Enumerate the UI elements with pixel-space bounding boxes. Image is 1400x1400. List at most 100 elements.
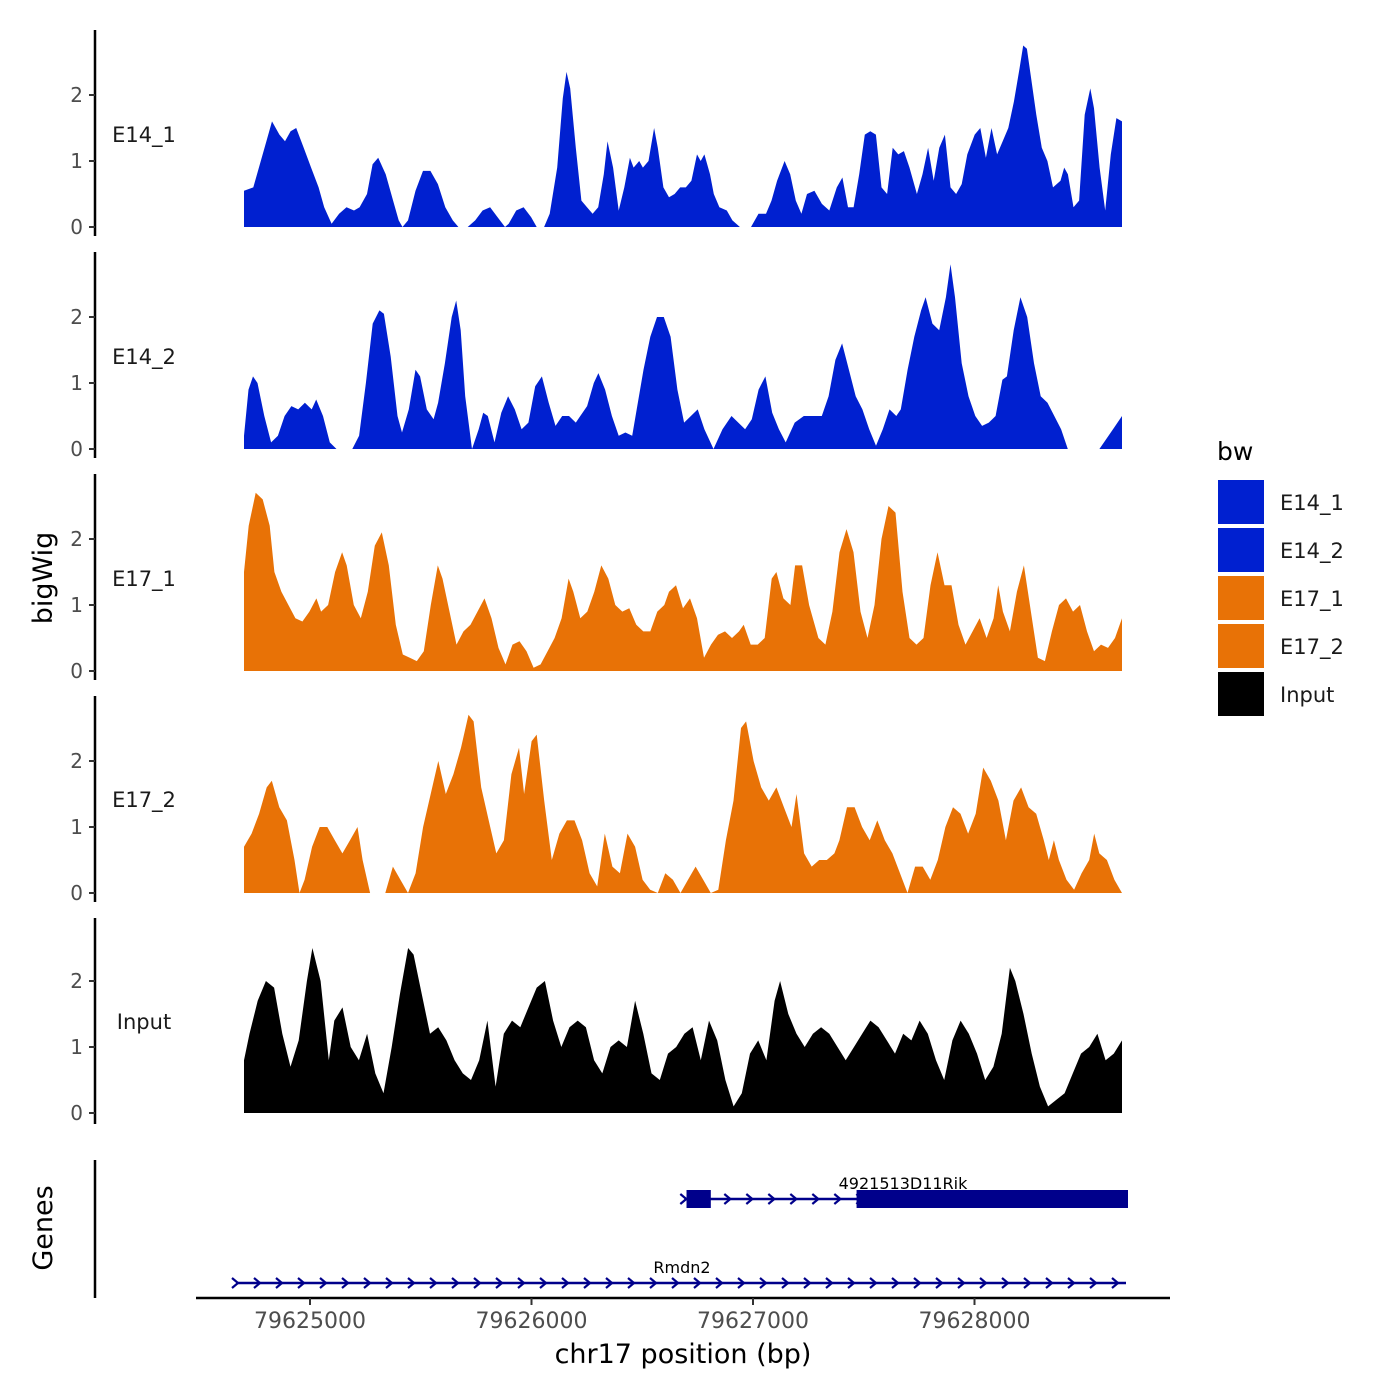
- legend-swatch-E14_2: [1218, 528, 1264, 572]
- strand-arrow: [253, 1277, 262, 1289]
- gene-exon: [856, 1190, 1128, 1208]
- legend-swatch-E17_2: [1218, 624, 1264, 668]
- strand-arrow: [275, 1277, 284, 1289]
- strand-arrow: [891, 1277, 900, 1289]
- strand-arrow: [913, 1277, 922, 1289]
- strand-arrow: [495, 1277, 504, 1289]
- strand-arrow: [979, 1277, 988, 1289]
- y-tick-label: 1: [70, 815, 83, 839]
- y-tick-label: 0: [70, 659, 83, 683]
- strand-arrow: [693, 1277, 702, 1289]
- strand-arrow: [583, 1277, 592, 1289]
- strand-arrow: [407, 1277, 416, 1289]
- strand-arrow: [825, 1277, 834, 1289]
- track-E14_1: 0 1 2 E14_1: [70, 30, 1122, 239]
- strand-arrow: [745, 1193, 755, 1205]
- strand-arrow: [1023, 1277, 1032, 1289]
- track-area-E17_2: [244, 714, 1122, 893]
- y-tick-label: 0: [70, 215, 83, 239]
- strand-arrow: [811, 1193, 821, 1205]
- genes-panel-title: Genes: [28, 1185, 59, 1270]
- strand-arrow: [833, 1193, 843, 1205]
- strand-arrow: [1089, 1277, 1098, 1289]
- genes-panel: 4921513D11Rik Rmdn2: [93, 1160, 1129, 1298]
- strand-arrow: [671, 1277, 680, 1289]
- track-area-Input: [244, 948, 1122, 1113]
- gene-4921513D11Rik: 4921513D11Rik: [679, 1174, 1129, 1208]
- strand-arrow: [723, 1193, 733, 1205]
- strand-arrow: [649, 1277, 658, 1289]
- y-tick-label: 0: [70, 437, 83, 461]
- track-label-E17_1: E17_1: [112, 567, 176, 592]
- legend-label-Input: Input: [1280, 683, 1334, 707]
- strand-arrow: [341, 1277, 350, 1289]
- legend-swatch-E14_1: [1218, 480, 1264, 524]
- strand-arrow: [715, 1277, 724, 1289]
- strand-arrow: [789, 1193, 799, 1205]
- track-Input: 0 1 2 Input: [70, 918, 1122, 1125]
- strand-arrow: [473, 1277, 482, 1289]
- track-label-E14_2: E14_2: [112, 345, 176, 370]
- strand-arrow: [363, 1277, 372, 1289]
- y-tick-label: 0: [70, 1101, 83, 1125]
- y-tick-label: 1: [70, 593, 83, 617]
- y-tick-label: 2: [70, 527, 83, 551]
- strand-arrow: [679, 1193, 689, 1205]
- track-E14_2: 0 1 2 E14_2: [70, 252, 1122, 461]
- x-tick-label: 79628000: [919, 1309, 1031, 1334]
- strand-arrow: [319, 1277, 328, 1289]
- legend-label-E17_2: E17_2: [1280, 635, 1344, 660]
- strand-arrow: [847, 1277, 856, 1289]
- strand-arrow: [781, 1277, 790, 1289]
- gene-Rmdn2: Rmdn2: [231, 1258, 1126, 1289]
- track-label-Input: Input: [117, 1010, 171, 1034]
- y-tick-label: 2: [70, 305, 83, 329]
- y-tick-label: 2: [70, 83, 83, 107]
- track-E17_2: 0 1 2 E17_2: [70, 696, 1122, 905]
- gene-exon: [686, 1190, 711, 1208]
- y-tick-label: 1: [70, 1035, 83, 1059]
- y-axis-title: bigWig: [28, 532, 59, 625]
- strand-arrow: [231, 1277, 240, 1289]
- strand-arrow: [803, 1277, 812, 1289]
- y-tick-label: 1: [70, 371, 83, 395]
- strand-arrow: [767, 1193, 777, 1205]
- strand-arrow: [451, 1277, 460, 1289]
- y-tick-label: 0: [70, 881, 83, 905]
- legend-swatch-E17_1: [1218, 576, 1264, 620]
- track-label-E14_1: E14_1: [112, 123, 176, 148]
- track-area-E14_1: [244, 45, 1122, 227]
- strand-arrow: [1111, 1277, 1120, 1289]
- strand-arrow: [759, 1277, 768, 1289]
- strand-arrow: [869, 1277, 878, 1289]
- legend-label-E17_1: E17_1: [1280, 587, 1344, 612]
- legend: bw E14_1 E14_2 E17_1 E17_2 Input: [1217, 437, 1344, 716]
- track-label-E17_2: E17_2: [112, 788, 176, 813]
- strand-arrow: [429, 1277, 438, 1289]
- strand-arrow: [1045, 1277, 1054, 1289]
- strand-arrow: [737, 1277, 746, 1289]
- x-tick-label: 79625000: [254, 1309, 366, 1334]
- x-tick-label: 79627000: [697, 1309, 809, 1334]
- legend-label-E14_1: E14_1: [1280, 491, 1344, 516]
- strand-arrow: [385, 1277, 394, 1289]
- y-tick-label: 2: [70, 749, 83, 773]
- strand-arrow: [1001, 1277, 1010, 1289]
- strand-arrow: [605, 1277, 614, 1289]
- track-area-E14_2: [244, 264, 1122, 449]
- track-E17_1: 0 1 2 E17_1: [70, 474, 1122, 683]
- legend-label-E14_2: E14_2: [1280, 539, 1344, 564]
- x-tick-label: 79626000: [476, 1309, 588, 1334]
- legend-swatch-Input: [1218, 672, 1264, 716]
- x-axis: 79625000 79626000 79627000 79628000: [196, 1296, 1170, 1334]
- strand-arrow: [517, 1277, 526, 1289]
- strand-arrow: [935, 1277, 944, 1289]
- y-tick-label: 2: [70, 969, 83, 993]
- legend-title: bw: [1217, 437, 1253, 466]
- strand-arrow: [539, 1277, 548, 1289]
- gene-label: 4921513D11Rik: [839, 1174, 969, 1193]
- y-tick-label: 1: [70, 149, 83, 173]
- strand-arrow: [1067, 1277, 1076, 1289]
- strand-arrow: [627, 1277, 636, 1289]
